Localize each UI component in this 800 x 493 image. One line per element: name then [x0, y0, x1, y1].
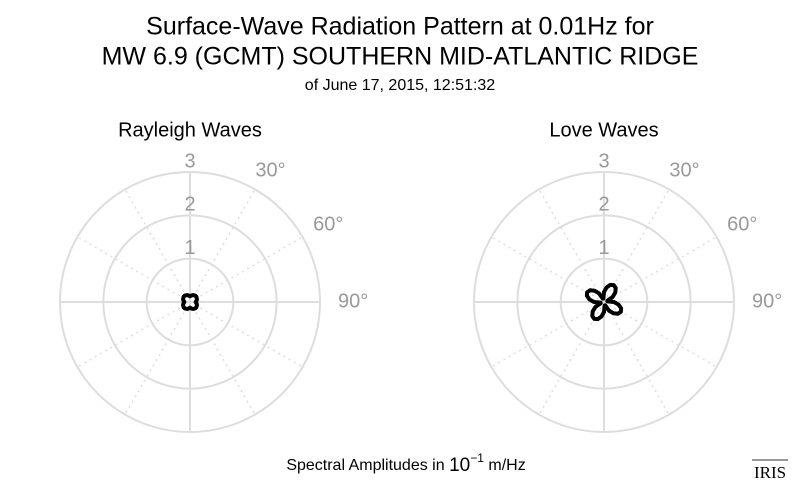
radiation-pattern	[181, 293, 199, 311]
angle-grid-line	[124, 301, 191, 415]
logo: IRIS	[754, 463, 786, 482]
subtitle: of June 17, 2015, 12:51:32	[305, 77, 495, 94]
angle-grid-line	[603, 236, 717, 303]
radial-tick-label: 2	[184, 194, 195, 216]
angle-grid-line	[491, 236, 605, 303]
angle-tick-label: 30°	[669, 160, 699, 182]
angle-grid-line	[77, 236, 191, 303]
angle-grid-line	[124, 189, 191, 303]
radial-tick-label: 3	[598, 150, 609, 172]
chart-title: Rayleigh Waves	[118, 119, 262, 141]
radial-grid-circle	[473, 171, 735, 433]
x-label-base: 10	[449, 455, 470, 476]
radiation-pattern	[584, 282, 624, 322]
angle-tick-label: 60°	[727, 214, 757, 236]
angle-tick-label: 90°	[338, 290, 368, 312]
x-label: Spectral Amplitudes in 10−1 m/Hz	[286, 450, 525, 476]
title-line: MW 6.9 (GCMT) SOUTHERN MID-ATLANTIC RIDG…	[102, 43, 699, 71]
angle-grid-line	[538, 189, 605, 303]
radial-grid-circle	[59, 171, 321, 433]
x-label-unit: m/Hz	[488, 457, 525, 474]
angle-grid-line	[189, 301, 303, 368]
angle-grid-line	[77, 301, 191, 368]
radial-tick-label: 1	[184, 237, 195, 259]
radial-tick-label: 3	[184, 150, 195, 172]
angle-tick-label: 90°	[752, 290, 782, 312]
radial-grid-circle	[145, 257, 235, 347]
angle-grid-line	[189, 301, 256, 415]
angle-grid-line	[491, 301, 605, 368]
radial-grid-circle	[559, 257, 649, 347]
chart-title: Love Waves	[549, 119, 658, 141]
radial-tick-label: 1	[598, 237, 609, 259]
angle-tick-label: 30°	[255, 160, 285, 182]
x-label-text: Spectral Amplitudes in	[286, 457, 444, 474]
x-label-exponent: −1	[470, 451, 484, 465]
radial-grid-circle	[102, 214, 278, 390]
title-line: Surface-Wave Radiation Pattern at 0.01Hz…	[146, 13, 654, 41]
angle-grid-line	[603, 189, 670, 303]
angle-grid-line	[538, 301, 605, 415]
radial-grid-circle	[516, 214, 692, 390]
radial-tick-label: 2	[598, 194, 609, 216]
angle-grid-line	[189, 189, 256, 303]
angle-tick-label: 60°	[313, 214, 343, 236]
angle-grid-line	[189, 236, 303, 303]
angle-grid-line	[603, 301, 670, 415]
angle-grid-line	[603, 301, 717, 368]
